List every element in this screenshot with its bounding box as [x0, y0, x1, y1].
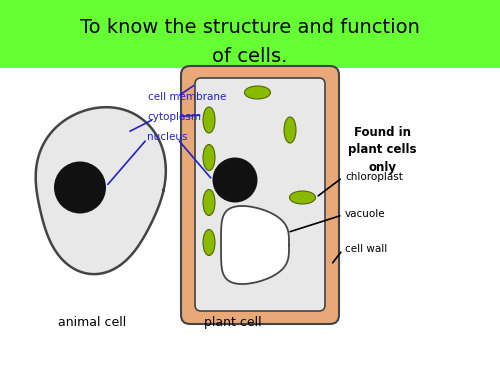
Text: cytoplasm: cytoplasm — [148, 112, 202, 123]
Circle shape — [54, 162, 106, 213]
Text: Found in
plant cells
only: Found in plant cells only — [348, 126, 417, 174]
Ellipse shape — [290, 191, 316, 204]
FancyBboxPatch shape — [195, 78, 325, 311]
Text: of cells.: of cells. — [212, 46, 288, 66]
Text: vacuole: vacuole — [345, 209, 386, 219]
Ellipse shape — [203, 107, 215, 133]
Ellipse shape — [284, 117, 296, 143]
Text: cell membrane: cell membrane — [148, 93, 226, 102]
Bar — [0, 0, 500, 68]
Ellipse shape — [203, 189, 215, 216]
Circle shape — [212, 158, 258, 203]
Text: chloroplast: chloroplast — [345, 171, 403, 182]
Ellipse shape — [244, 86, 270, 99]
Text: animal cell: animal cell — [58, 316, 126, 329]
Polygon shape — [221, 206, 289, 284]
Text: plant cell: plant cell — [204, 316, 262, 329]
Text: cell wall: cell wall — [345, 244, 387, 254]
Ellipse shape — [203, 144, 215, 171]
Polygon shape — [36, 107, 166, 274]
Ellipse shape — [203, 230, 215, 255]
Text: To know the structure and function: To know the structure and function — [80, 18, 420, 37]
FancyBboxPatch shape — [181, 66, 339, 324]
Text: nucleus: nucleus — [148, 132, 188, 142]
